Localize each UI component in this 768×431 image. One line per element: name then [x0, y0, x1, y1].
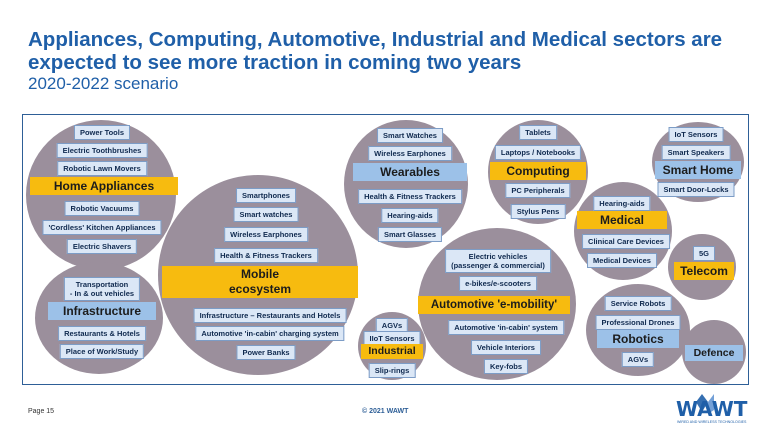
header-defence: Defence — [685, 345, 743, 361]
item-wireless-earphones: Wireless Earphones — [224, 227, 308, 242]
item-electric-shavers: Electric Shavers — [66, 239, 138, 254]
item-tablets: Tablets — [519, 125, 557, 140]
item-medical-devices: Medical Devices — [587, 253, 657, 268]
header-infrastructure: Infrastructure — [48, 302, 156, 320]
item-5g: 5G — [692, 246, 716, 261]
item-vehicle-interiors: Vehicle Interiors — [471, 340, 541, 355]
item-robotic-vacuums: Robotic Vacuums — [64, 201, 140, 216]
item-power-tools: Power Tools — [73, 125, 131, 140]
item-electric-vehicles: Electric vehicles (passenger & commercia… — [445, 249, 551, 273]
wawt-logo: WAWT WIRED AND WIRELESS TECHNOLOGIES — [676, 394, 748, 424]
item-clinical-care: Clinical Care Devices — [582, 234, 670, 249]
item-stylus-pens: Stylus Pens — [510, 204, 566, 219]
item-cordless-kitchen: 'Cordless' Kitchen Appliances — [42, 220, 162, 235]
item-wear-earphones: Wireless Earphones — [368, 146, 452, 161]
item-infrastructure-restaurants: Infrastructure – Restaurants and Hotels — [193, 308, 347, 323]
slide-title: Appliances, Computing, Automotive, Indus… — [28, 28, 723, 74]
header-telecom: Telecom — [674, 262, 734, 280]
item-electric-toothbrushes: Electric Toothbrushes — [56, 143, 148, 158]
item-restaurants-hotels: Restaurants & Hotels — [58, 326, 146, 341]
item-smartphones: Smartphones — [236, 188, 296, 203]
item-smart-speakers: Smart Speakers — [661, 145, 731, 160]
header-wearables: Wearables — [353, 163, 467, 181]
slide-subtitle: 2020-2022 scenario — [28, 74, 179, 93]
header-mobile-ecosystem: Mobile ecosystem — [162, 266, 358, 298]
item-transportation: Transportation - In & out vehicles — [63, 277, 141, 301]
svg-text:WIRED AND WIRELESS TECHNOLOGIE: WIRED AND WIRELESS TECHNOLOGIES — [677, 420, 747, 424]
item-wear-hearing-aids: Hearing-aids — [381, 208, 439, 223]
item-power-banks: Power Banks — [236, 345, 296, 360]
item-professional-drones: Professional Drones — [595, 315, 681, 330]
item-robotics-agvs: AGVs — [621, 352, 655, 367]
item-wear-smart-watches: Smart Watches — [377, 128, 443, 143]
item-iot-sensors: IoT Sensors — [668, 127, 724, 142]
item-service-robots: Service Robots — [604, 296, 672, 311]
item-key-fobs: Key-fobs — [483, 359, 529, 374]
header-industrial: Industrial — [361, 344, 423, 359]
item-slip-rings: Slip-rings — [368, 363, 416, 378]
copyright: © 2021 WAWT — [362, 408, 409, 415]
item-health-fitness: Health & Fitness Trackers — [214, 248, 318, 263]
header-home-appliances: Home Appliances — [30, 177, 178, 195]
svg-text:WAWT: WAWT — [676, 397, 748, 421]
page-number: Page 15 — [28, 408, 55, 415]
item-pc-peripherals: PC Peripherals — [505, 183, 571, 198]
header-automotive: Automotive 'e-mobility' — [418, 296, 570, 314]
item-wear-smart-glasses: Smart Glasses — [377, 227, 443, 242]
header-robotics: Robotics — [597, 330, 679, 348]
item-ebikes: e-bikes/e-scooters — [459, 276, 537, 291]
item-smart-watches: Smart watches — [233, 207, 299, 222]
header-computing: Computing — [490, 162, 586, 180]
item-smart-door-locks: Smart Door-Locks — [657, 182, 735, 197]
item-laptops: Laptops / Notebooks — [494, 145, 582, 160]
item-automotive-charging: Automotive 'in-cabin' charging system — [195, 326, 345, 341]
header-smart-home: Smart Home — [655, 161, 741, 179]
item-auto-in-cabin: Automotive 'in-cabin' system — [448, 320, 564, 335]
item-robotic-lawn-movers: Robotic Lawn Movers — [57, 161, 147, 176]
diagram-frame — [22, 114, 749, 385]
item-place-of-work: Place of Work/Study — [59, 344, 145, 359]
item-med-hearing-aids: Hearing-aids — [593, 196, 651, 211]
header-medical: Medical — [577, 211, 667, 229]
item-wear-health-fitness: Health & Fitness Trackers — [358, 189, 462, 204]
